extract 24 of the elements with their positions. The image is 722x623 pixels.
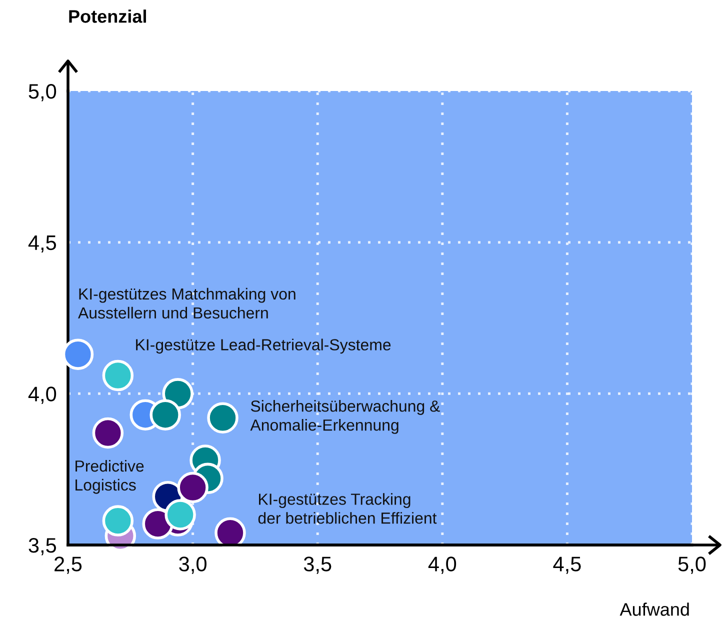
y-axis-title: Potenzial	[69, 10, 146, 23]
point	[207, 402, 238, 434]
x-tick-label: 3,0	[179, 556, 206, 574]
annotation: KI-gestütze Lead-Retrieval-Systeme	[136, 338, 391, 354]
annotation: Sicherheitsüberwachung & Anomalie-Erkennung	[250, 400, 440, 434]
x-axis-title: Aufwand	[620, 602, 689, 616]
x-tick-label: 2,5	[54, 556, 82, 574]
y-tick-label: 4,0	[28, 386, 56, 404]
annotation: KI-gestützes Matchmaking von Ausstellern und Besuchern	[78, 288, 296, 319]
x-tick-label: 4,5	[553, 556, 581, 574]
y-tick-label: 4,5	[28, 236, 56, 253]
annotation: Predictive Logistics	[76, 460, 144, 494]
point	[150, 399, 181, 430]
annotation: KI-gestützes Tracking der betrieblichen Effizient	[258, 493, 437, 524]
x-tick-label: 3,5	[304, 556, 332, 574]
point	[92, 417, 124, 449]
point	[177, 472, 208, 504]
x-tick-label: 4,0	[428, 556, 456, 574]
y-tick-label: 5,0	[28, 84, 56, 102]
y-tick-label: 3,5	[28, 538, 56, 556]
x-tick-label: 5,0	[678, 556, 706, 574]
point	[102, 505, 134, 536]
point	[102, 360, 134, 392]
point	[164, 499, 196, 530]
